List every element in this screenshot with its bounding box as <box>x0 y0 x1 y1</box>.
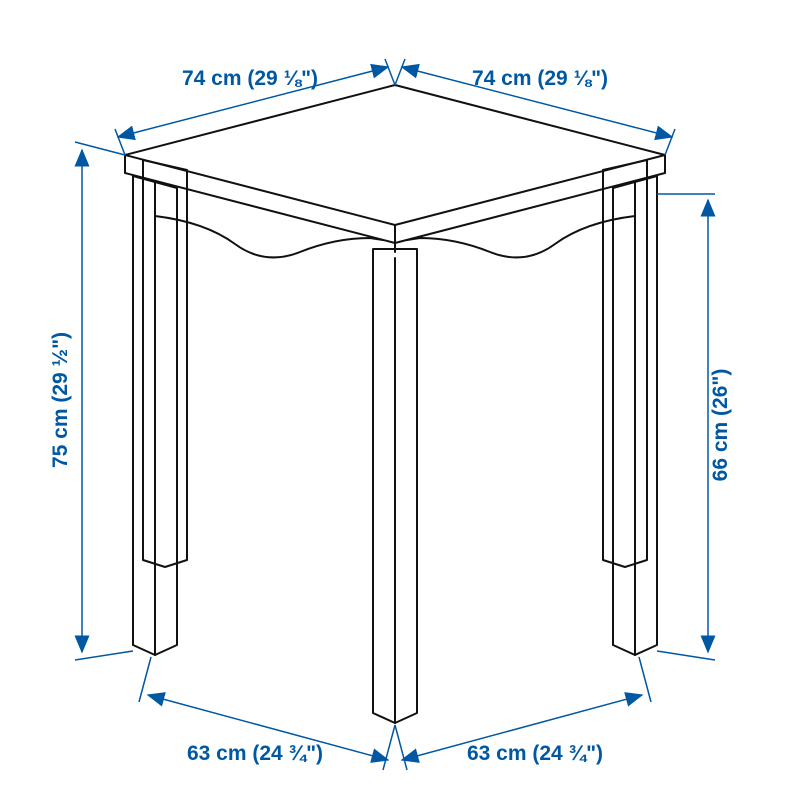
label-left: 75 cm (29 ½") <box>49 332 72 468</box>
dim-top-right-ext1 <box>395 59 405 85</box>
dim-top-left-ext2 <box>385 59 395 85</box>
dim-br-ext1 <box>395 725 407 770</box>
dim-right-ext-bot <box>657 651 715 660</box>
dim-top-left-ext1 <box>115 129 125 155</box>
label-bottom-right: 63 cm (24 ¾") <box>467 742 603 765</box>
dim-top-right-ext2 <box>665 129 675 155</box>
label-top-left: 74 cm (29 ⅛") <box>182 67 318 90</box>
dim-left-ext-bot <box>75 651 133 660</box>
dimension-labels: 74 cm (29 ⅛") 74 cm (29 ⅛") 75 cm (29 ½"… <box>49 67 732 765</box>
label-bottom-left: 63 cm (24 ¾") <box>187 742 323 765</box>
dimension-diagram: 74 cm (29 ⅛") 74 cm (29 ⅛") 75 cm (29 ½"… <box>0 0 790 790</box>
dim-bl-ext2 <box>383 725 395 770</box>
label-right: 66 cm (26") <box>709 369 732 482</box>
label-top-right: 74 cm (29 ⅛") <box>472 67 608 90</box>
table-illustration <box>125 85 665 723</box>
